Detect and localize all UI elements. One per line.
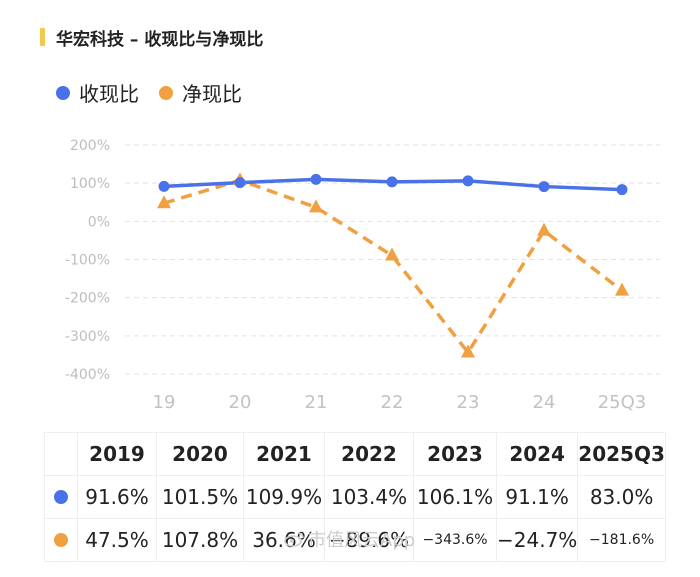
data-point-net-cash-ratio (157, 195, 171, 209)
data-point-cash-collection-ratio (158, 180, 170, 192)
y-tick-label: -400% (65, 367, 110, 383)
x-tick-label: 25Q3 (598, 392, 647, 413)
x-tick-label: 22 (381, 392, 404, 413)
row-marker-blue (44, 475, 78, 519)
weibo-icon (284, 532, 304, 547)
table-cell: −89.6% (324, 518, 414, 562)
table-cell: 101.5% (156, 475, 244, 519)
table-cell: −343.6% (413, 518, 497, 562)
col-header: 2021 (243, 432, 325, 476)
table-cell: 109.9% (243, 475, 325, 519)
x-tick-label: 23 (457, 392, 480, 413)
data-point-cash-collection-ratio (538, 181, 550, 193)
col-header: 2024 (495, 432, 579, 476)
legend-label: 收现比 (79, 82, 139, 106)
table-cell: −24.7% (495, 518, 579, 562)
data-table: 2019 2020 2021 2022 2023 2024 2025Q3 91.… (44, 432, 666, 562)
table-cell: 107.8% (156, 518, 244, 562)
legend-item-series-1: 收现比 (56, 78, 139, 107)
y-tick-label: 100% (70, 176, 110, 192)
table-header-row: 2019 2020 2021 2022 2023 2024 2025Q3 (44, 432, 666, 476)
table-cell: 36.6% (243, 518, 325, 562)
y-tick-label: -100% (65, 253, 110, 269)
series-line-net-cash-ratio (163, 178, 624, 355)
y-tick-label: -200% (65, 291, 110, 307)
legend-label: 净现比 (182, 82, 242, 106)
table-cell: −181.6% (577, 518, 666, 562)
table-corner (44, 432, 78, 476)
line-chart: 200% 100% 0% -100% -200% -300% -400% 19 20 21 22 23… (65, 138, 660, 413)
x-tick-label: 19 (153, 392, 176, 413)
y-tick-label: 0% (88, 214, 110, 230)
watermark: 市值风云App (284, 526, 415, 552)
data-point-net-cash-ratio (461, 344, 475, 358)
legend-item-series-2: 净现比 (159, 78, 242, 107)
data-point-net-cash-ratio (309, 199, 323, 213)
col-header: 2020 (156, 432, 244, 476)
data-point-net-cash-ratio (385, 247, 399, 261)
table-cell: 91.6% (77, 475, 157, 519)
watermark-text: 市值风云App (308, 530, 416, 551)
table-row: 47.5% 107.8% 36.6% −89.6% −343.6% −24.7%… (44, 518, 666, 562)
data-point-net-cash-ratio (537, 222, 551, 236)
legend-marker-blue (56, 85, 70, 100)
legend-marker-orange (159, 85, 173, 100)
col-header: 2025Q3 (577, 432, 666, 476)
table-row: 91.6% 101.5% 109.9% 103.4% 106.1% 91.1% … (44, 475, 666, 519)
data-point-net-cash-ratio (615, 282, 629, 296)
data-point-cash-collection-ratio (386, 176, 398, 188)
table-cell: 47.5% (77, 518, 157, 562)
y-tick-label: -300% (65, 329, 110, 345)
data-point-cash-collection-ratio (234, 177, 246, 189)
col-header: 2022 (324, 432, 414, 476)
x-tick-label: 24 (533, 392, 556, 413)
chart-title: 华宏科技 – 收现比与净现比 (56, 30, 264, 50)
table-cell: 91.1% (495, 475, 579, 519)
table-cell: 103.4% (324, 475, 414, 519)
table-cell: 83.0% (577, 475, 666, 519)
col-header: 2023 (413, 432, 497, 476)
data-point-cash-collection-ratio (462, 175, 474, 187)
row-marker-orange (44, 518, 78, 562)
x-tick-label: 21 (305, 392, 328, 413)
data-point-cash-collection-ratio (310, 173, 322, 185)
legend: 收现比 净现比 (56, 78, 262, 107)
x-tick-label: 20 (229, 392, 252, 413)
y-tick-label: 200% (70, 138, 110, 154)
table-cell: 106.1% (413, 475, 497, 519)
data-point-cash-collection-ratio (616, 184, 628, 196)
col-header: 2019 (77, 432, 157, 476)
title-accent-bar (40, 28, 45, 46)
